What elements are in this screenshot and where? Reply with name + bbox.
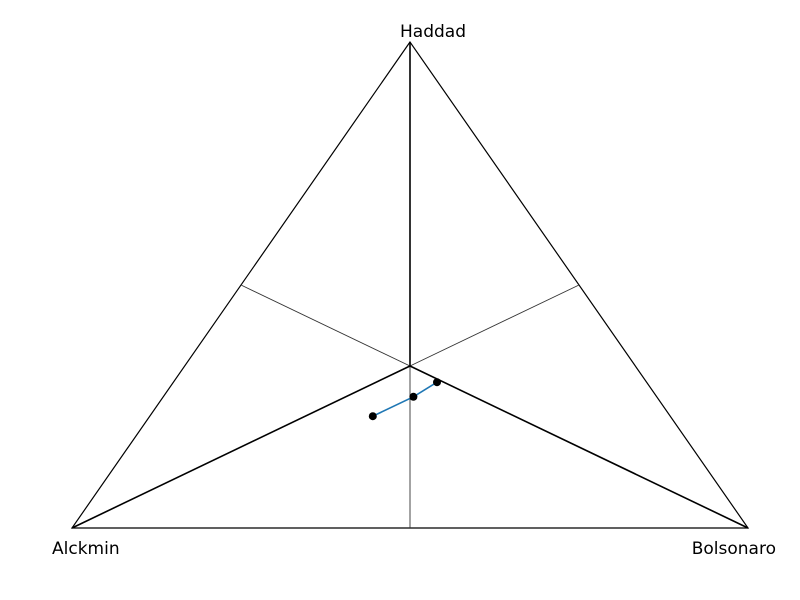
- series-0-point-0: [368, 412, 377, 421]
- median-to-right-edge: [409, 284, 580, 367]
- axis-line-alckmin: [71, 365, 411, 529]
- vertex-label-alckmin: Alckmin: [52, 539, 120, 559]
- median-lines: [71, 42, 749, 529]
- series-0-point-1: [433, 378, 441, 387]
- series-layer: [368, 378, 441, 421]
- series-0-line: [372, 381, 438, 417]
- series-0-point-2: [409, 392, 418, 401]
- vertex-label-haddad: Haddad: [400, 22, 466, 42]
- vertex-label-bolsonaro: Bolsonaro: [692, 539, 776, 559]
- median-to-left-edge: [240, 284, 411, 367]
- axis-line-bolsonaro: [409, 365, 749, 529]
